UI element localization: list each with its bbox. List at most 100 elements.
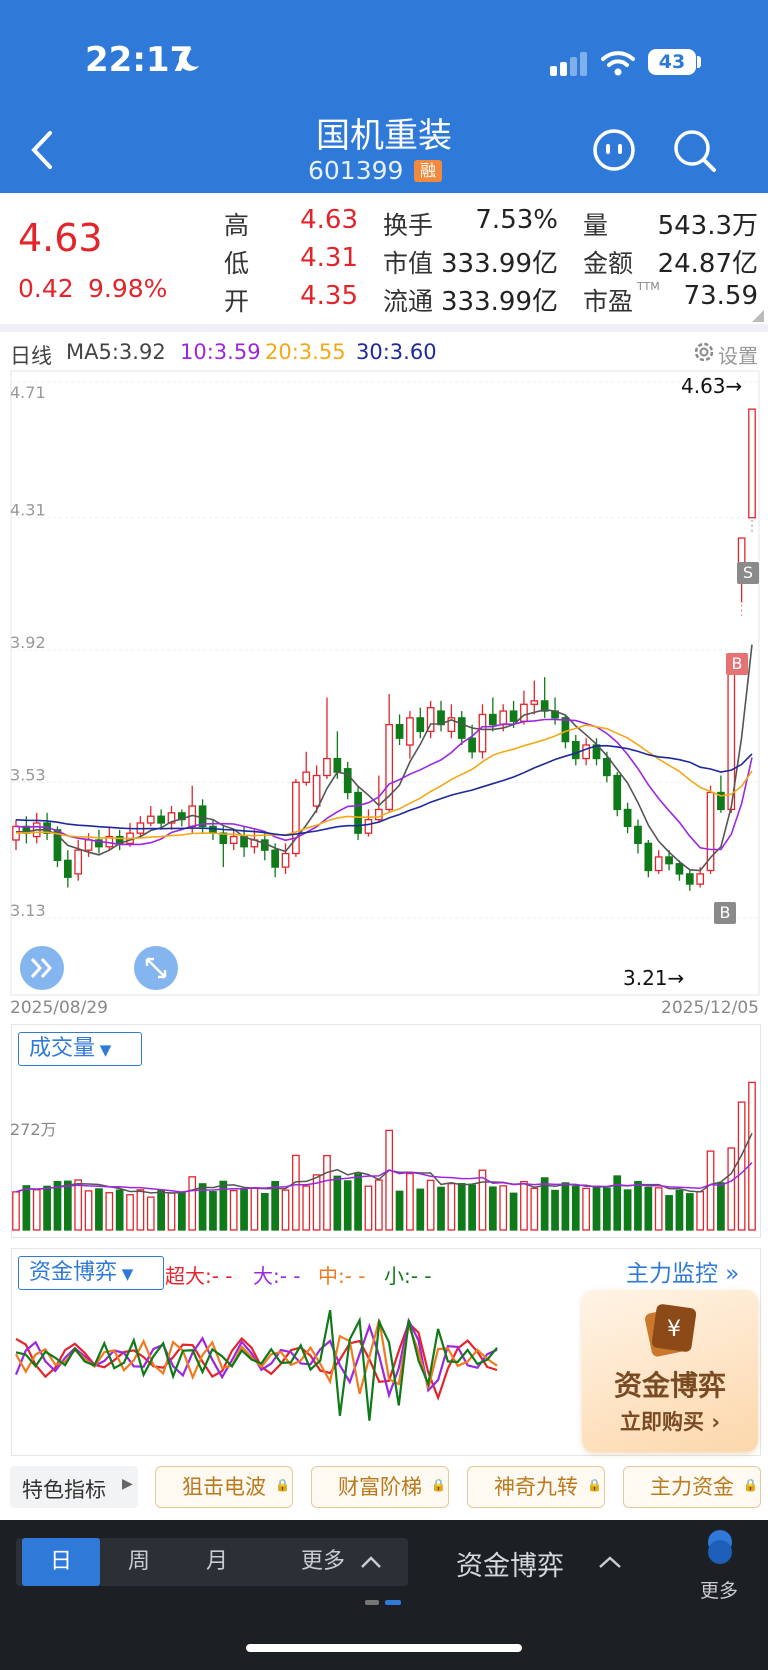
legend-small: 小:- - [384,1264,432,1288]
volume-bar [374,1179,383,1231]
volume-y-tick: 272万 [10,1120,57,1139]
volume-bar [157,1189,165,1231]
buy-marker[interactable]: B [726,653,748,675]
candle-body [84,839,93,851]
volume-bar [240,1188,248,1231]
more-stack-icon[interactable] [704,1528,736,1568]
candle-body [488,713,497,726]
label-volume: 量 [583,211,609,240]
back-arrow-icon[interactable] [28,130,56,170]
volume-bar [53,1181,62,1231]
volume-bar [644,1186,653,1231]
value-open: 4.35 [300,281,358,311]
promo-card[interactable]: ¥ 资金博弈 立即购买 › [582,1290,758,1452]
tab-day[interactable]: 日 [22,1538,100,1586]
tab-month[interactable]: 月 [205,1549,228,1574]
small-line [15,1309,498,1421]
features-label: 特色指标 [22,1478,106,1502]
tab-week[interactable]: 周 [127,1549,150,1574]
volume-bar [323,1154,331,1231]
label-open: 开 [224,287,250,316]
main-force-monitor-link[interactable]: 主力监控 » [626,1254,739,1288]
page-dot-active [385,1600,401,1605]
volume-bar [717,1182,725,1231]
chevron-up-icon[interactable] [360,1554,382,1570]
x-end-date: 2025/12/05 [661,998,759,1018]
more-button[interactable]: 更多 [700,1580,739,1602]
candle-body [603,757,611,777]
label-pe: 市盈 [583,287,634,316]
search-icon[interactable] [672,128,718,174]
label-float: 流通 [383,287,434,316]
volume-bar [447,1182,456,1231]
stock-code: 601399 [308,156,404,185]
tab-more[interactable]: 更多 [300,1549,345,1574]
fund-selector-label: 资金博弈 [29,1260,118,1285]
volume-bar [292,1154,300,1231]
monitor-link-label: 主力监控 [626,1261,718,1287]
volume-bar [592,1186,601,1231]
volume-bar [478,1169,487,1231]
volume-bar [665,1195,673,1231]
candle-body [582,744,591,760]
volume-bar [271,1181,280,1231]
volume-bar [312,1174,321,1231]
fund-selector[interactable]: 资金博弈 ▼ [18,1256,164,1290]
features-menu[interactable]: 特色指标 ▶ [10,1466,138,1508]
feature-main-funds[interactable]: 主力资金 🔒 [623,1466,761,1508]
indicator-selector[interactable]: 资金博弈 [456,1551,564,1582]
volume-bar [95,1188,103,1231]
buy-marker-gray[interactable]: B [714,902,736,924]
volume-bar [74,1179,83,1231]
candle-body [675,863,684,875]
chat-bot-icon[interactable] [592,128,636,172]
expand-corner-icon[interactable] [752,310,764,322]
volume-bar [488,1186,497,1231]
value-volume: 543.3万 [657,211,758,241]
volume-bar [385,1129,394,1231]
svg-text:¥: ¥ [667,1317,681,1342]
volume-selector[interactable]: 成交量 ▼ [18,1032,142,1066]
candle-body [613,774,622,811]
volume-bar [229,1189,238,1231]
candle-body [696,873,705,885]
candlestick-chart[interactable]: 4.71 4.31 3.92 3.53 3.13 [0,368,768,1018]
wifi-icon [601,51,635,76]
gear-icon[interactable] [692,340,716,364]
candle-body [354,791,362,834]
label-amount: 金额 [583,249,634,278]
candle-body [364,818,373,834]
volume-bar [198,1183,207,1231]
chevron-up-icon-2[interactable] [598,1554,622,1570]
volume-bar [520,1180,528,1231]
ma5-value: MA5:3.92 [66,340,166,364]
y-tick-label: 4.31 [10,501,46,520]
sell-marker[interactable]: S [737,562,759,584]
settings-link[interactable]: 设置 [718,344,758,368]
label-mktcap: 市值 [383,249,434,278]
feature-wealth-ladder[interactable]: 财富阶梯 🔒 [311,1466,449,1508]
candle-body [229,835,238,845]
candle-body [478,713,487,753]
candle-body [717,791,725,811]
feature-sniper-wave[interactable]: 狙击电波 🔒 [155,1466,293,1508]
candle-body [457,717,466,739]
candle-body [426,707,435,733]
margin-badge: 融 [414,160,442,182]
moon-icon [178,48,199,71]
fullscreen-icon[interactable] [133,945,179,991]
ma20-value: 20:3.55 [265,340,346,364]
fast-forward-icon[interactable] [19,945,65,991]
volume-bar [706,1150,715,1231]
volume-bar [426,1179,435,1231]
volume-bar [623,1189,632,1231]
volume-bar [561,1182,570,1231]
value-low: 4.31 [300,243,358,273]
volume-bar [395,1190,404,1231]
volume-bar [437,1186,445,1231]
candle-body [395,723,404,739]
promo-cta[interactable]: 立即购买 › [582,1406,758,1436]
feature-magic-nine[interactable]: 神奇九转 🔒 [467,1466,605,1508]
volume-bar [343,1180,352,1231]
volume-bar [685,1193,694,1231]
